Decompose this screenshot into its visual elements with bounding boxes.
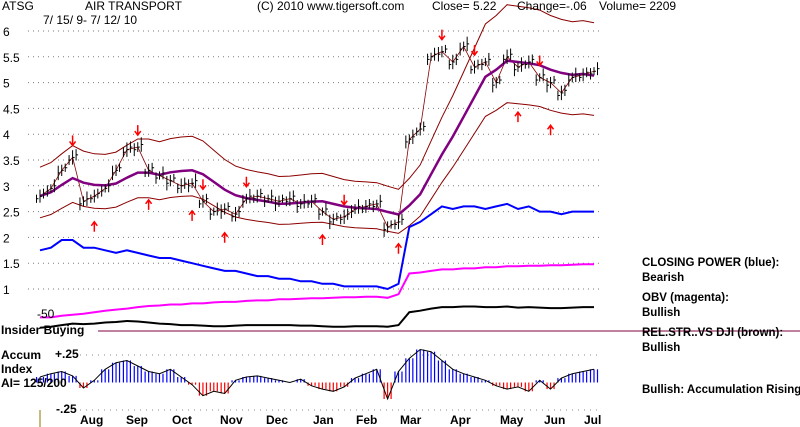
legend-value: Bearish (642, 272, 685, 284)
x-tick-label: Aug (80, 413, 103, 427)
legend-value: Bullish: Accumulation Rising (642, 384, 800, 396)
x-tick-label: May (500, 413, 524, 427)
y-tick-label: 5.5 (3, 51, 20, 65)
buy-arrow-icon (90, 220, 98, 232)
y-tick-label: 5 (3, 77, 10, 91)
legend-value: Bullish (642, 342, 681, 354)
sell-arrow-icon (199, 179, 207, 191)
buy-arrow-icon (188, 209, 196, 221)
x-tick-label: Dec (266, 413, 288, 427)
x-tick-label: Sep (126, 413, 148, 427)
moving-average (39, 59, 595, 216)
upper-band (39, 4, 595, 190)
x-tick-label: Apr (450, 413, 471, 427)
y-tick-label: 1 (3, 283, 10, 297)
date-range: 7/ 15/ 9- 7/ 12/ 10 (43, 13, 138, 27)
x-tick-label: Feb (356, 413, 377, 427)
change-value: Change=-.06 (517, 0, 587, 13)
buy-arrow-icon (546, 124, 555, 136)
accum-title: Accum (1, 348, 42, 362)
relstr-line (39, 305, 594, 329)
insider-level: -50 (37, 307, 55, 321)
sell-arrow-icon (134, 125, 142, 137)
y-tick-label: 4 (3, 128, 10, 142)
ai-value: AI= 125/200 (1, 376, 67, 390)
legend-value: Bullish (642, 307, 681, 319)
legend-label: REL.STR..VS DJI (brown): (642, 327, 784, 339)
buy-arrow-icon (221, 231, 229, 243)
x-tick-label: Jul (584, 413, 601, 427)
sell-arrow-icon (438, 29, 446, 41)
volume-value: Volume= 2209 (599, 0, 677, 13)
x-tick-label: Mar (400, 413, 422, 427)
x-tick-label: Jan (313, 413, 334, 427)
y-tick-label: 3.5 (3, 154, 20, 168)
accum-bottom-label: -.25 (56, 402, 77, 416)
buy-arrow-icon (514, 110, 522, 123)
y-tick-label: 4.5 (3, 102, 20, 116)
sell-arrow-icon (340, 194, 348, 207)
short-ma (39, 45, 595, 228)
insider-label: Insider Buying (1, 323, 85, 337)
legend-label: OBV (magenta): (642, 292, 729, 304)
lower-band (39, 102, 595, 234)
company-name: AIR TRANSPORT (85, 0, 182, 13)
accum-index-label: Index (1, 362, 33, 376)
close-value: Close= 5.22 (432, 0, 497, 13)
sell-arrow-icon (68, 135, 77, 147)
y-tick-label: 2 (3, 231, 10, 245)
x-tick-label: Nov (220, 413, 243, 427)
x-tick-label: Oct (172, 413, 192, 427)
y-tick-label: 3 (3, 180, 10, 194)
sell-arrow-icon (470, 45, 479, 57)
buy-arrow-icon (318, 233, 327, 245)
accum-top-label: +.25 (55, 347, 79, 361)
x-tick-label: Jun (544, 413, 565, 427)
legend-label: CLOSING POWER (blue): (642, 257, 780, 269)
y-tick-label: 2.5 (3, 206, 20, 220)
sell-arrow-icon (536, 55, 544, 67)
y-tick-label: 6 (3, 25, 10, 39)
y-tick-label: 1.5 (3, 257, 20, 271)
obv-line (40, 263, 594, 319)
ticker: ATSG (2, 0, 34, 13)
closing-power-line (39, 202, 594, 291)
copyright: (C) 2010 www.tigersoft.com (257, 0, 405, 13)
buy-arrow-icon (394, 242, 403, 254)
buy-arrow-icon (145, 198, 153, 210)
sell-arrow-icon (242, 176, 250, 188)
accum-line (39, 348, 595, 401)
